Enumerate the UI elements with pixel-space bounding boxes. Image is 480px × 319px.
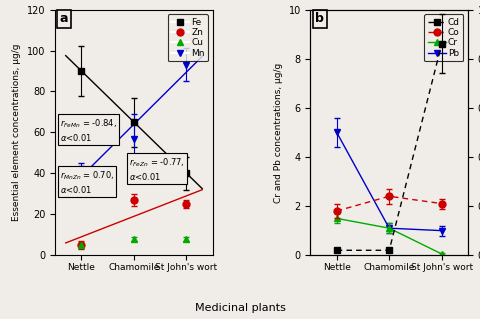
Y-axis label: Essential element concentrations, μg/g: Essential element concentrations, μg/g — [12, 44, 22, 221]
Text: $r_{FeZn}$ = -0.77,
$\alpha$<0.01: $r_{FeZn}$ = -0.77, $\alpha$<0.01 — [129, 157, 185, 182]
Text: Medicinal plants: Medicinal plants — [194, 303, 286, 313]
Text: a: a — [60, 12, 69, 25]
Legend: Fe, Zn, Cu, Mn: Fe, Zn, Cu, Mn — [168, 14, 208, 61]
Text: $r_{MnZn}$ = 0.70,
$\alpha$<0.01: $r_{MnZn}$ = 0.70, $\alpha$<0.01 — [60, 169, 114, 195]
Text: $r_{FeMn}$ = -0.84,
$\alpha$<0.01: $r_{FeMn}$ = -0.84, $\alpha$<0.01 — [60, 118, 117, 143]
Text: b: b — [315, 12, 324, 25]
Legend: Cd, Co, Cr, Pb: Cd, Co, Cr, Pb — [424, 14, 464, 61]
Y-axis label: Cr and Pb concentrations, μg/g: Cr and Pb concentrations, μg/g — [274, 62, 283, 203]
